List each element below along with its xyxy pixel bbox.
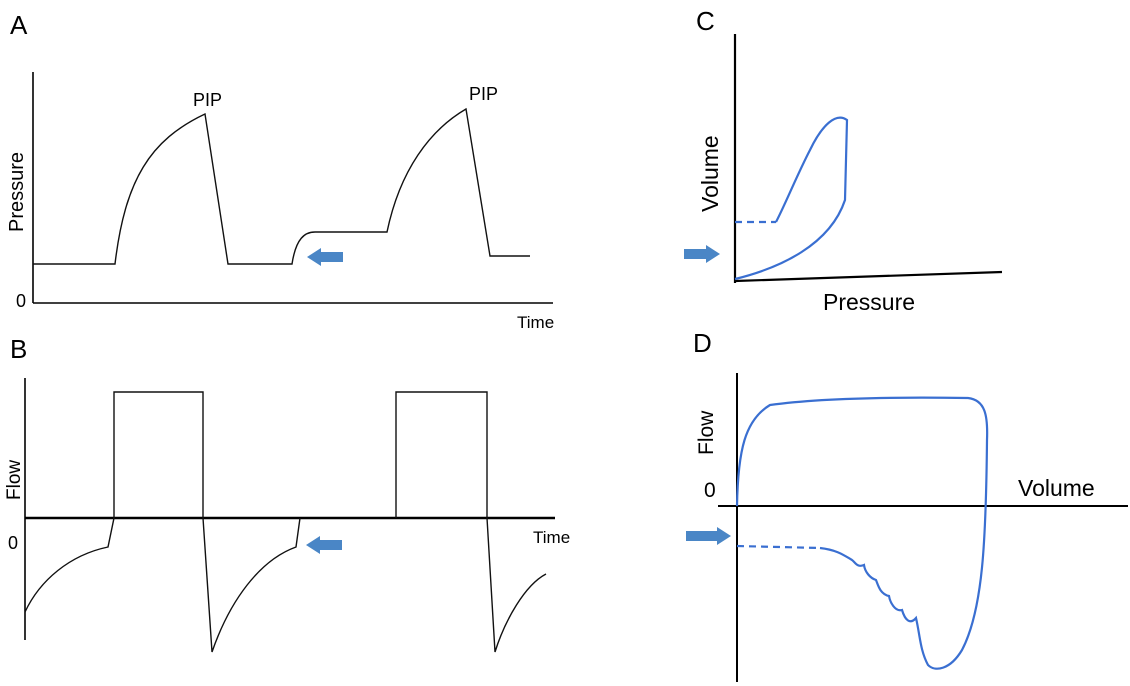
- panel-b-x-label: Time: [533, 528, 570, 547]
- panel-c: C Volume Pressure: [684, 6, 1003, 315]
- panel-d-flow-volume-loop: [735, 396, 989, 670]
- panel-a-pip-label-2: PIP: [469, 84, 498, 104]
- panel-d-x-label: Volume: [1018, 475, 1095, 501]
- panel-d-origin-label: 0: [704, 479, 716, 502]
- panel-c-y-label: Volume: [697, 135, 723, 212]
- panel-b-letter: B: [10, 334, 27, 364]
- panel-b: B Flow 0 Time: [4, 334, 570, 653]
- panel-a-pressure-waveform: [33, 107, 530, 265]
- panel-b-origin-label: 0: [8, 533, 18, 553]
- panel-a-x-label: Time: [517, 313, 554, 332]
- panel-b-y-label: Flow: [4, 460, 25, 500]
- panel-a: A Pressure 0 Time PIP PIP: [6, 10, 554, 332]
- panel-c-pv-loop: [734, 116, 849, 281]
- panel-a-letter: A: [10, 10, 28, 40]
- panel-a-y-label: Pressure: [6, 152, 28, 232]
- panel-d-letter: D: [693, 328, 712, 358]
- panel-a-origin-label: 0: [16, 291, 26, 311]
- arrow-left-icon: [306, 536, 342, 554]
- arrow-right-icon: [686, 527, 731, 545]
- panel-c-letter: C: [696, 6, 715, 36]
- panel-d: D Flow 0 Volume: [686, 328, 1128, 682]
- panel-c-x-axis: [734, 270, 1003, 283]
- arrow-left-icon: [307, 248, 343, 266]
- panel-c-x-label: Pressure: [823, 289, 915, 315]
- panel-b-flow-waveform: [24, 391, 547, 653]
- panel-a-pip-label-1: PIP: [193, 90, 222, 110]
- arrow-right-icon: [684, 245, 720, 263]
- panel-d-y-label: Flow: [695, 410, 718, 455]
- panel-d-baseline-dash: [736, 544, 821, 550]
